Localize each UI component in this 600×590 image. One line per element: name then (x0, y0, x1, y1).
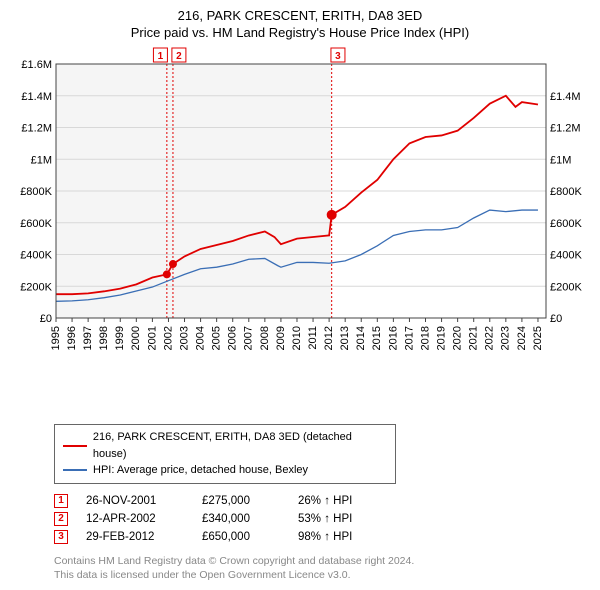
event-delta: 98% ↑ HPI (298, 531, 388, 543)
legend-label: HPI: Average price, detached house, Bexl… (93, 462, 308, 479)
svg-text:2012: 2012 (323, 326, 335, 350)
svg-text:£200K: £200K (550, 281, 582, 293)
event-price: £650,000 (202, 531, 280, 543)
svg-text:1999: 1999 (114, 326, 126, 350)
svg-text:2014: 2014 (355, 326, 367, 350)
svg-text:2008: 2008 (259, 326, 271, 350)
svg-text:1997: 1997 (82, 326, 94, 350)
svg-text:2023: 2023 (500, 326, 512, 350)
event-marker: 1 (54, 494, 68, 508)
legend-label: 216, PARK CRESCENT, ERITH, DA8 3ED (deta… (93, 429, 387, 462)
sale-event-row: 1 26-NOV-2001 £275,000 26% ↑ HPI (54, 494, 590, 508)
svg-text:£1M: £1M (550, 154, 571, 166)
legend-item: HPI: Average price, detached house, Bexl… (63, 462, 387, 479)
event-price: £340,000 (202, 513, 280, 525)
svg-text:£1.4M: £1.4M (21, 91, 52, 103)
svg-text:2013: 2013 (339, 326, 351, 350)
svg-text:2000: 2000 (130, 326, 142, 350)
sale-event-row: 2 12-APR-2002 £340,000 53% ↑ HPI (54, 512, 590, 526)
legend-swatch (63, 445, 87, 447)
svg-text:2025: 2025 (532, 326, 544, 350)
footer-line-1: Contains HM Land Registry data © Crown c… (54, 554, 590, 568)
svg-text:2: 2 (176, 51, 182, 62)
svg-text:£800K: £800K (550, 186, 582, 198)
legend-item: 216, PARK CRESCENT, ERITH, DA8 3ED (deta… (63, 429, 387, 462)
legend: 216, PARK CRESCENT, ERITH, DA8 3ED (deta… (54, 424, 396, 484)
svg-text:£400K: £400K (550, 250, 582, 262)
legend-swatch (63, 469, 87, 471)
svg-text:1996: 1996 (66, 326, 78, 350)
chart-container: 216, PARK CRESCENT, ERITH, DA8 3ED Price… (0, 0, 600, 590)
svg-text:1995: 1995 (50, 326, 62, 350)
chart-plot-area: £0 £200K £400K £600K £800K £1M £1.2M £1.4M £1.6M… (10, 44, 590, 418)
svg-text:2017: 2017 (403, 326, 415, 350)
svg-text:£1M: £1M (31, 154, 52, 166)
event-date: 29-FEB-2012 (86, 531, 184, 543)
svg-text:£0: £0 (550, 313, 562, 325)
svg-text:2022: 2022 (484, 326, 496, 350)
svg-text:2020: 2020 (452, 326, 464, 350)
svg-text:2010: 2010 (291, 326, 303, 350)
svg-text:2004: 2004 (194, 326, 206, 350)
svg-text:2011: 2011 (307, 326, 319, 350)
svg-text:2018: 2018 (419, 326, 431, 350)
svg-text:2007: 2007 (243, 326, 255, 350)
svg-text:1: 1 (158, 51, 164, 62)
svg-text:2001: 2001 (146, 326, 158, 350)
line-chart-svg: £0 £200K £400K £600K £800K £1M £1.2M £1.4M £1.6M… (10, 44, 590, 364)
svg-text:£200K: £200K (20, 281, 52, 293)
svg-text:£600K: £600K (550, 218, 582, 230)
svg-text:2003: 2003 (178, 326, 190, 350)
footer-line-2: This data is licensed under the Open Gov… (54, 568, 590, 582)
svg-text:£600K: £600K (20, 218, 52, 230)
sale-event-row: 3 29-FEB-2012 £650,000 98% ↑ HPI (54, 530, 590, 544)
event-delta: 26% ↑ HPI (298, 495, 388, 507)
svg-text:£400K: £400K (20, 250, 52, 262)
svg-text:2015: 2015 (371, 326, 383, 350)
svg-text:2002: 2002 (162, 326, 174, 350)
event-date: 12-APR-2002 (86, 513, 184, 525)
event-price: £275,000 (202, 495, 280, 507)
svg-text:2024: 2024 (516, 326, 528, 350)
svg-text:£1.2M: £1.2M (21, 123, 52, 135)
chart-subtitle: Price paid vs. HM Land Registry's House … (10, 25, 590, 40)
svg-text:2009: 2009 (275, 326, 287, 350)
svg-text:2016: 2016 (387, 326, 399, 350)
svg-text:2021: 2021 (468, 326, 480, 350)
svg-text:1998: 1998 (98, 326, 110, 350)
svg-text:£1.2M: £1.2M (550, 123, 581, 135)
svg-text:3: 3 (335, 51, 341, 62)
svg-text:2019: 2019 (435, 326, 447, 350)
event-marker: 3 (54, 530, 68, 544)
event-date: 26-NOV-2001 (86, 495, 184, 507)
footer-attribution: Contains HM Land Registry data © Crown c… (54, 554, 590, 582)
chart-title: 216, PARK CRESCENT, ERITH, DA8 3ED (10, 8, 590, 23)
svg-text:2006: 2006 (227, 326, 239, 350)
svg-text:£0: £0 (40, 313, 52, 325)
svg-text:£1.4M: £1.4M (550, 91, 581, 103)
svg-text:2005: 2005 (211, 326, 223, 350)
event-marker: 2 (54, 512, 68, 526)
svg-text:£1.6M: £1.6M (21, 59, 52, 71)
svg-text:£800K: £800K (20, 186, 52, 198)
event-delta: 53% ↑ HPI (298, 513, 388, 525)
sale-events-table: 1 26-NOV-2001 £275,000 26% ↑ HPI 2 12-APR-200… (54, 490, 590, 548)
